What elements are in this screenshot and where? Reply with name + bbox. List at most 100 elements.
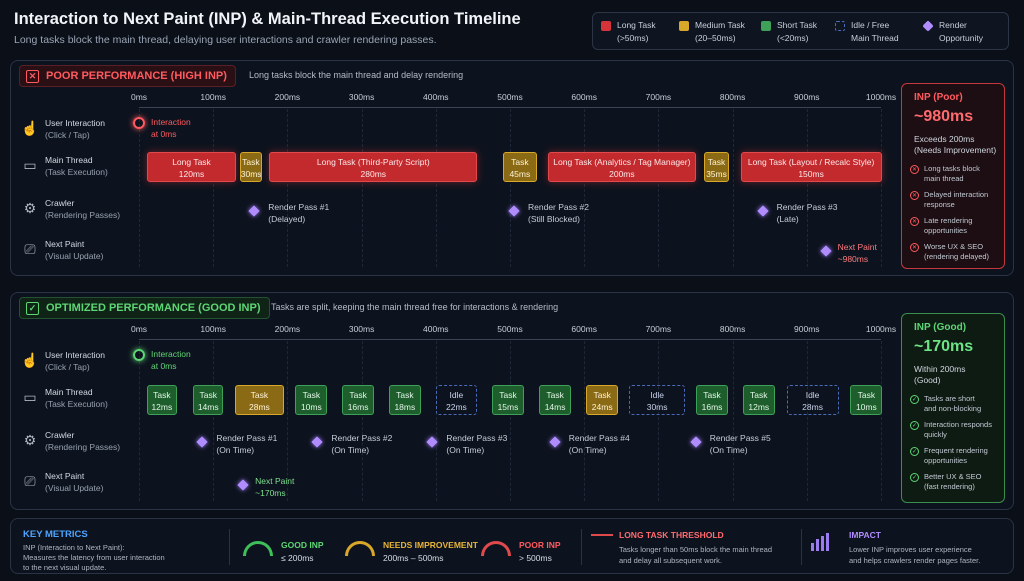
row-title: Crawler xyxy=(45,430,75,440)
task-block: Long Task (Third-Party Script) 280ms xyxy=(269,152,478,182)
tick-label: 100ms xyxy=(200,324,226,334)
inp-summary-box: INP (Good) ~170ms Within 200ms (Good) ✓ Tasks… xyxy=(901,313,1005,503)
render-pass-status: (Delayed) xyxy=(268,214,306,224)
close-box-icon: ✕ xyxy=(26,70,39,83)
render-pass-status: (On Time) xyxy=(446,445,485,455)
row-label: Crawler (Rendering Passes) xyxy=(45,429,120,453)
tick-label: 900ms xyxy=(794,92,820,102)
next-paint-title: Next Paint xyxy=(255,476,295,486)
grid-line xyxy=(213,109,215,267)
inp-bullet: ✕ Late rendering opportunities xyxy=(910,216,972,236)
interaction-label: Interaction at 0ms xyxy=(151,116,191,140)
monitor-icon: ▭ xyxy=(23,389,37,405)
threshold-line-1: Tasks longer than 50ms block the main th… xyxy=(619,545,772,554)
time-axis xyxy=(139,107,881,108)
legend-swatch-icon xyxy=(922,20,934,32)
optimized-performance-panel: ✓ OPTIMIZED PERFORMANCE (GOOD INP) Tasks… xyxy=(10,292,1014,510)
grid-line xyxy=(584,109,586,267)
row-sub: (Rendering Passes) xyxy=(45,210,121,220)
legend-label: Short Task xyxy=(777,20,818,30)
task-duration: 45ms xyxy=(509,169,531,179)
task-block: Task 16ms xyxy=(696,385,728,415)
task-block: Task 10ms xyxy=(850,385,883,415)
threshold-arrow-icon xyxy=(591,534,613,536)
grid-line xyxy=(584,341,586,501)
render-pass-status: (On Time) xyxy=(331,445,370,455)
inp-bullet: ✓ Interaction responds quickly xyxy=(910,420,992,440)
paint-roller-icon: ⎚ xyxy=(24,473,36,489)
long-task-threshold-title: LONG TASK THRESHOLD xyxy=(619,530,724,540)
task-block: Task 45ms xyxy=(503,152,537,182)
check-circle-icon: ✓ xyxy=(910,395,919,404)
key-metrics-bar: KEY METRICS INP (Interaction to Next Pai… xyxy=(10,518,1014,574)
tick-label: 1000ms xyxy=(865,324,897,334)
render-pass-label: Render Pass #4 (On Time) xyxy=(569,432,630,456)
task-duration: 22ms xyxy=(446,402,467,412)
inp-bullet: ✓ Better UX & SEO (fast rendering) xyxy=(910,472,982,492)
impact-line-1: Lower INP improves user experience xyxy=(849,545,972,554)
task-name: Task xyxy=(199,390,217,400)
task-duration: 16ms xyxy=(701,402,723,412)
legend-swatch-icon xyxy=(835,21,845,31)
task-duration: 120ms xyxy=(178,169,205,179)
row-sub: (Visual Update) xyxy=(45,483,104,493)
robot-icon: ⚙ xyxy=(23,200,37,216)
task-duration: 12ms xyxy=(748,402,770,412)
row-title: User Interaction xyxy=(45,350,105,360)
task-duration: 15ms xyxy=(497,402,519,412)
tick-label: 500ms xyxy=(497,92,523,102)
legend: Long Task (>50ms) Medium Task (20–50ms) Shor… xyxy=(592,12,1009,50)
interaction-time: at 0ms xyxy=(151,129,177,139)
row-title: Next Paint xyxy=(45,471,85,481)
tick-label: 300ms xyxy=(348,92,375,102)
task-block: Task 15ms xyxy=(492,385,524,415)
bullet-line-1: Better UX & SEO xyxy=(924,472,982,481)
task-duration: 12ms xyxy=(151,402,173,412)
task-name: Task xyxy=(499,390,517,400)
row-sub: (Rendering Passes) xyxy=(45,442,121,452)
tick-label: 500ms xyxy=(497,324,523,334)
key-metrics-line-2: Measures the latency from user interacti… xyxy=(23,553,165,562)
bullet-line-2: (rendering delayed) xyxy=(924,252,990,261)
x-circle-icon: ✕ xyxy=(910,243,919,252)
tick-label: 600ms xyxy=(571,92,597,102)
tick-label: 0ms xyxy=(130,92,148,102)
inp-desc-2: (Needs Improvement) xyxy=(914,145,997,155)
tick-label: 1000ms xyxy=(865,92,897,102)
row-label: Next Paint (Visual Update) xyxy=(45,470,103,494)
threshold-line-2: and delay all subsequent work. xyxy=(619,556,722,565)
next-paint-time: ~170ms xyxy=(255,488,286,498)
bullet-line-1: Tasks are short xyxy=(924,394,975,403)
hand-pointer-icon: ☝ xyxy=(21,120,39,136)
task-name: Idle xyxy=(650,390,664,400)
tick-label: 200ms xyxy=(274,324,301,334)
tick-label: 800ms xyxy=(719,92,746,102)
task-name: Long Task xyxy=(172,157,211,167)
interaction-title: Interaction xyxy=(151,349,191,359)
row-title: Next Paint xyxy=(45,239,85,249)
grid-line xyxy=(732,341,734,501)
task-name: Long Task (Layout / Recalc Style) xyxy=(747,157,875,167)
row-label: Main Thread (Task Execution) xyxy=(45,154,108,178)
task-name: Task xyxy=(546,390,564,400)
next-paint-diamond-icon xyxy=(237,479,249,491)
bullet-line-2: and non-blocking xyxy=(924,404,982,413)
key-metrics-line-3: to the next visual update. xyxy=(23,563,107,572)
impact-line-2: and helps crawlers render pages faster. xyxy=(849,556,981,565)
inp-bullet: ✓ Tasks are short and non-blocking xyxy=(910,394,981,414)
render-pass-label: Render Pass #2 (On Time) xyxy=(331,432,392,456)
tick-label: 400ms xyxy=(423,324,449,334)
task-name: Task xyxy=(153,390,171,400)
legend-label: Idle / Free xyxy=(851,20,890,30)
legend-sub: (>50ms) xyxy=(617,33,649,43)
tick-label: 600ms xyxy=(571,324,597,334)
task-block: Task 24ms xyxy=(586,385,619,415)
needs-gauge-icon xyxy=(345,541,375,556)
task-duration: 10ms xyxy=(855,402,877,412)
needs-improvement-title: NEEDS IMPROVEMENT xyxy=(383,540,478,550)
legend-swatch-icon xyxy=(761,21,771,31)
row-sub: (Task Execution) xyxy=(45,167,108,177)
task-duration: 30ms xyxy=(646,402,668,412)
task-name: Task xyxy=(703,390,721,400)
bullet-line-1: Delayed interaction xyxy=(924,190,989,199)
